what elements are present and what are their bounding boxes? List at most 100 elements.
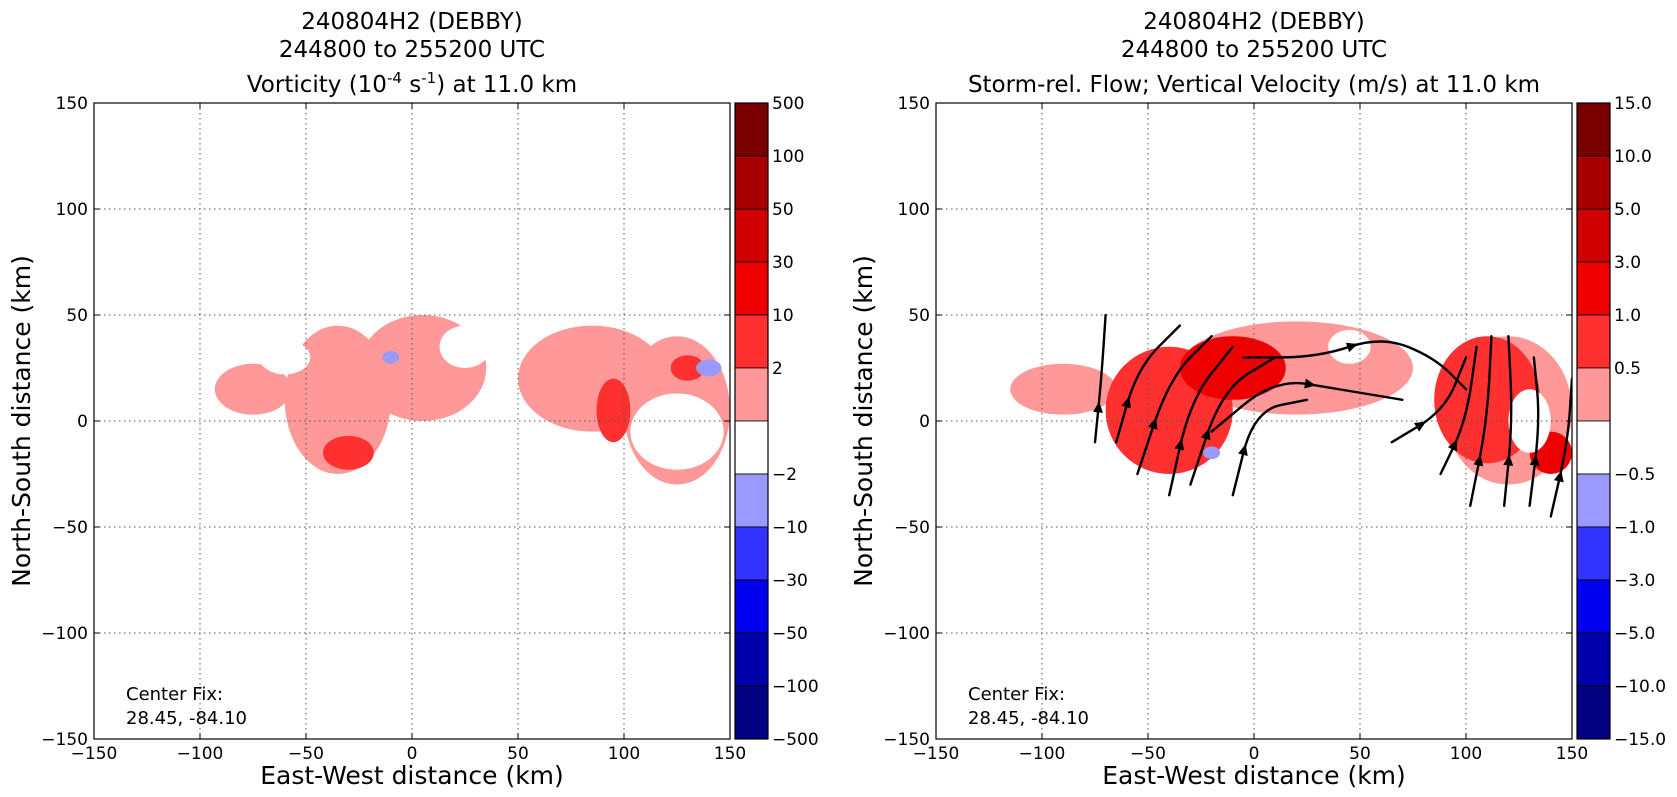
panel1-title-part-post: ) at 11.0 km (436, 72, 577, 98)
field-region-9 (439, 325, 491, 368)
colorbar-band (734, 632, 769, 687)
colorbar-band (1576, 420, 1611, 475)
colorbar-band (734, 314, 769, 369)
colorbar-tick-label: −500 (772, 730, 819, 750)
colorbar-frame (1576, 102, 1611, 740)
colorbar-tick-label: 15.0 (1614, 94, 1652, 114)
x-tick-label: 150 (714, 744, 746, 764)
colorbar-band (734, 685, 769, 740)
y-tick-label: −50 (52, 518, 88, 538)
colorbar-band (1576, 632, 1611, 687)
y-tick-label: 150 (898, 94, 930, 114)
streamline-arrow (1174, 438, 1185, 451)
colorbar-tick-label: 1.0 (1614, 306, 1641, 326)
colorbar-band (734, 420, 769, 475)
x-tick-label: 50 (1349, 744, 1371, 764)
x-tick-label: 100 (1450, 744, 1482, 764)
panel2-y-axis-label: North-South distance (km) (849, 255, 878, 587)
streamline-arrow (1414, 421, 1427, 432)
colorbar-tick-label: −0.5 (1614, 465, 1655, 485)
colorbar-band (1576, 208, 1611, 263)
colorbar-tick-label: −100 (772, 677, 819, 697)
colorbar-band (734, 473, 769, 528)
panel2-streamlines (1093, 313, 1572, 518)
colorbar-tick-label: −1.0 (1614, 518, 1655, 538)
vertical-velocity-panel: 240804H2 (DEBBY) 244800 to 255200 UTC St… (849, 9, 1666, 790)
panel2-title-line3: Storm-rel. Flow; Vertical Velocity (m/s)… (968, 72, 1540, 98)
colorbar-tick-label: 50 (772, 200, 794, 220)
streamline-arrow (1503, 454, 1514, 466)
colorbar-tick-label: 5.0 (1614, 200, 1641, 220)
panel1-title-line3: Vorticity (10-4 s-1) at 11.0 km (247, 69, 577, 98)
colorbar-band (734, 208, 769, 263)
colorbar-band (1576, 685, 1611, 740)
field-region-6 (596, 378, 631, 443)
panel1-title-line2: 244800 to 255200 UTC (279, 37, 545, 63)
streamline-arrow (1304, 378, 1316, 389)
colorbar-tick-label: 30 (772, 253, 794, 273)
colorbar-tick-label: 500 (772, 94, 804, 114)
colorbar-tick-label: 10 (772, 306, 794, 326)
panel1-center-fix-value: 28.45, -84.10 (126, 708, 247, 729)
streamline-arrow (1121, 396, 1132, 409)
panel1-title-line1: 240804H2 (DEBBY) (301, 9, 523, 35)
field-region-12 (696, 359, 722, 377)
panel2-center-fix-label: Center Fix: (968, 684, 1065, 705)
colorbar-band (1576, 102, 1611, 157)
streamline-arrow (1345, 342, 1358, 353)
colorbar-band (1576, 155, 1611, 210)
panel1-title-part-mid: s (402, 72, 421, 98)
field-region-5 (322, 435, 374, 470)
colorbar-band (1576, 579, 1611, 634)
colorbar-tick-label: −50 (772, 624, 808, 644)
x-tick-label: 150 (1556, 744, 1588, 764)
field-region-10 (630, 393, 724, 470)
field-region-0 (1010, 363, 1117, 415)
field-region-5 (1179, 336, 1286, 400)
colorbar-tick-label: −10.0 (1614, 677, 1666, 697)
x-tick-label: −50 (1130, 744, 1166, 764)
y-tick-label: −100 (883, 624, 930, 644)
x-tick-label: −150 (71, 744, 118, 764)
streamline-arrow (1473, 454, 1484, 467)
panel2-title-line1: 240804H2 (DEBBY) (1143, 9, 1365, 35)
panel1-title-part-pre: Vorticity (10 (247, 72, 387, 98)
panel2-colorbar: 15.0 10.0 5.0 3.0 1.0 0.5 −0.5 −1.0 −3.0 −5.0 −10.… (1576, 94, 1666, 750)
panel1-title-part-sup2: -1 (421, 69, 436, 87)
streamline-arrow (1553, 470, 1564, 483)
streamline-arrow (1447, 439, 1458, 452)
field-region-7 (670, 355, 705, 381)
streamline-6 (1210, 381, 1404, 433)
colorbar-band (734, 155, 769, 210)
colorbar-tick-label: −15.0 (1614, 730, 1666, 750)
colorbar-tick-label: −5.0 (1614, 624, 1655, 644)
colorbar-tick-label: 100 (772, 147, 804, 167)
y-tick-label: 50 (66, 306, 88, 326)
panel2-ticks: −150 −100 −50 0 50 100 150 −150 −100 −50 0 50 100 150 (883, 94, 1588, 764)
x-tick-label: 0 (407, 744, 418, 764)
colorbar-band (1576, 314, 1611, 369)
panel1-x-axis-label: East-West distance (km) (260, 761, 564, 790)
colorbar-tick-label: 2 (772, 359, 783, 379)
vorticity-panel: 240804H2 (DEBBY) 244800 to 255200 UTC Vo… (7, 9, 819, 790)
x-tick-label: −50 (288, 744, 324, 764)
panel1-field (214, 315, 730, 485)
x-tick-label: −100 (177, 744, 224, 764)
colorbar-tick-label: −3.0 (1614, 571, 1655, 591)
field-region-8 (259, 340, 311, 375)
colorbar-tick-label: 10.0 (1614, 147, 1652, 167)
y-tick-label: −150 (883, 730, 930, 750)
panel1-center-fix-label: Center Fix: (126, 684, 223, 705)
colorbar-tick-label: −2 (772, 465, 797, 485)
panel1-ticks: −150 −100 −50 0 50 100 150 −150 −100 −50 0 50 100 150 (41, 94, 746, 764)
x-tick-label: 50 (507, 744, 529, 764)
y-tick-label: 100 (898, 200, 930, 220)
colorbar-band (1576, 261, 1611, 316)
colorbar-band (1576, 526, 1611, 581)
x-tick-label: 100 (608, 744, 640, 764)
streamline-arrow (1147, 417, 1158, 430)
colorbar-band (734, 261, 769, 316)
colorbar-tick-label: 0.5 (1614, 359, 1641, 379)
panel2-center-fix-value: 28.45, -84.10 (968, 708, 1089, 729)
y-tick-label: −100 (41, 624, 88, 644)
